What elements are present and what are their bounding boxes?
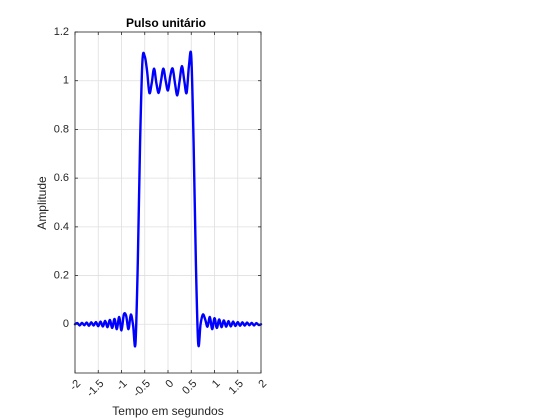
x-axis-title: Tempo em segundos xyxy=(112,404,223,418)
plot-area: -2 -1.5 -1 -0.5 0 0.5 1 1.5 2 00.20.40.60.811.2 xyxy=(54,26,269,400)
series-line xyxy=(73,50,263,348)
y-tick-label: 0 xyxy=(63,318,69,330)
y-axis-title: Amplitude xyxy=(35,176,49,230)
tick-marks xyxy=(74,31,262,373)
y-tick-label: 0.4 xyxy=(54,221,69,233)
y-tick-label: 0.6 xyxy=(54,172,69,184)
y-tick-label: 0.2 xyxy=(54,269,69,281)
y-tick-label: 1.2 xyxy=(54,26,69,38)
series-layer xyxy=(73,50,263,348)
y-tick-label: 0.8 xyxy=(54,123,69,135)
chart-title: Pulso unitário xyxy=(126,16,206,30)
y-tick-labels: 0 0.2 0.4 0.6 0.8 1 1.2 xyxy=(54,26,69,330)
y-tick-label: 1 xyxy=(63,75,69,87)
